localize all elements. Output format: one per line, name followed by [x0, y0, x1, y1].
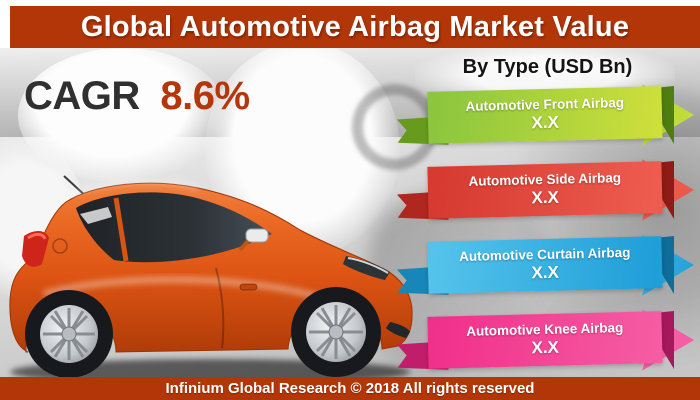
- ribbon-automotive-side-airbag: Automotive Side Airbag X.X: [404, 159, 700, 225]
- footer-banner: Infinium Global Research © 2018 All righ…: [0, 377, 700, 400]
- ribbon-label: Automotive Side Airbag: [468, 170, 622, 189]
- car-highlight: [43, 276, 336, 306]
- ribbon-band: Automotive Side Airbag X.X: [427, 161, 663, 219]
- by-type-heading: By Type (USD Bn): [462, 56, 633, 78]
- ribbon-automotive-curtain-airbag: Automotive Curtain Airbag X.X: [404, 234, 700, 300]
- cagr-label: CAGR: [24, 74, 140, 118]
- car-rear-wheel: [25, 290, 113, 378]
- car-front-wheel: [291, 287, 381, 377]
- ribbon-value: X.X: [531, 112, 560, 133]
- ribbon-label: Automotive Knee Airbag: [466, 320, 624, 339]
- ribbon-automotive-front-airbag: Automotive Front Airbag X.X: [404, 84, 700, 150]
- car-door-line: [215, 267, 225, 349]
- footer-text: Infinium Global Research © 2018 All righ…: [165, 380, 535, 397]
- cagr-value: 8.6%: [160, 74, 250, 118]
- ribbon-band: Automotive Curtain Airbag X.X: [427, 236, 663, 294]
- car-taillight-glow: [27, 232, 47, 240]
- car-mirror-stem: [238, 239, 250, 252]
- ribbon-band: Automotive Knee Airbag X.X: [427, 311, 663, 369]
- car-mirror: [245, 228, 269, 243]
- car-b-pillar: [113, 197, 129, 262]
- car-door-handle: [239, 283, 258, 291]
- page-title: Global Automotive Airbag Market Value: [80, 10, 630, 43]
- ribbon-label: Automotive Front Airbag: [465, 95, 625, 114]
- ribbon-value: X.X: [531, 337, 560, 358]
- title-banner: Global Automotive Airbag Market Value: [10, 6, 700, 48]
- car-fuel-cap: [52, 238, 68, 254]
- car-image: [9, 175, 413, 385]
- car-window-trim: [80, 207, 112, 224]
- ribbon-value: X.X: [531, 187, 560, 208]
- ribbon-value: X.X: [531, 262, 560, 283]
- ribbon-automotive-knee-airbag: Automotive Knee Airbag X.X: [404, 309, 700, 375]
- car-headlight-streak: [347, 257, 389, 274]
- car-roof-highlight: [71, 180, 199, 196]
- cagr-callout: CAGR 8.6%: [24, 74, 250, 119]
- car-front-vent: [386, 322, 410, 338]
- car-taillight: [22, 230, 49, 267]
- ribbon-band: Automotive Front Airbag X.X: [427, 86, 663, 144]
- car-headlight: [343, 256, 390, 280]
